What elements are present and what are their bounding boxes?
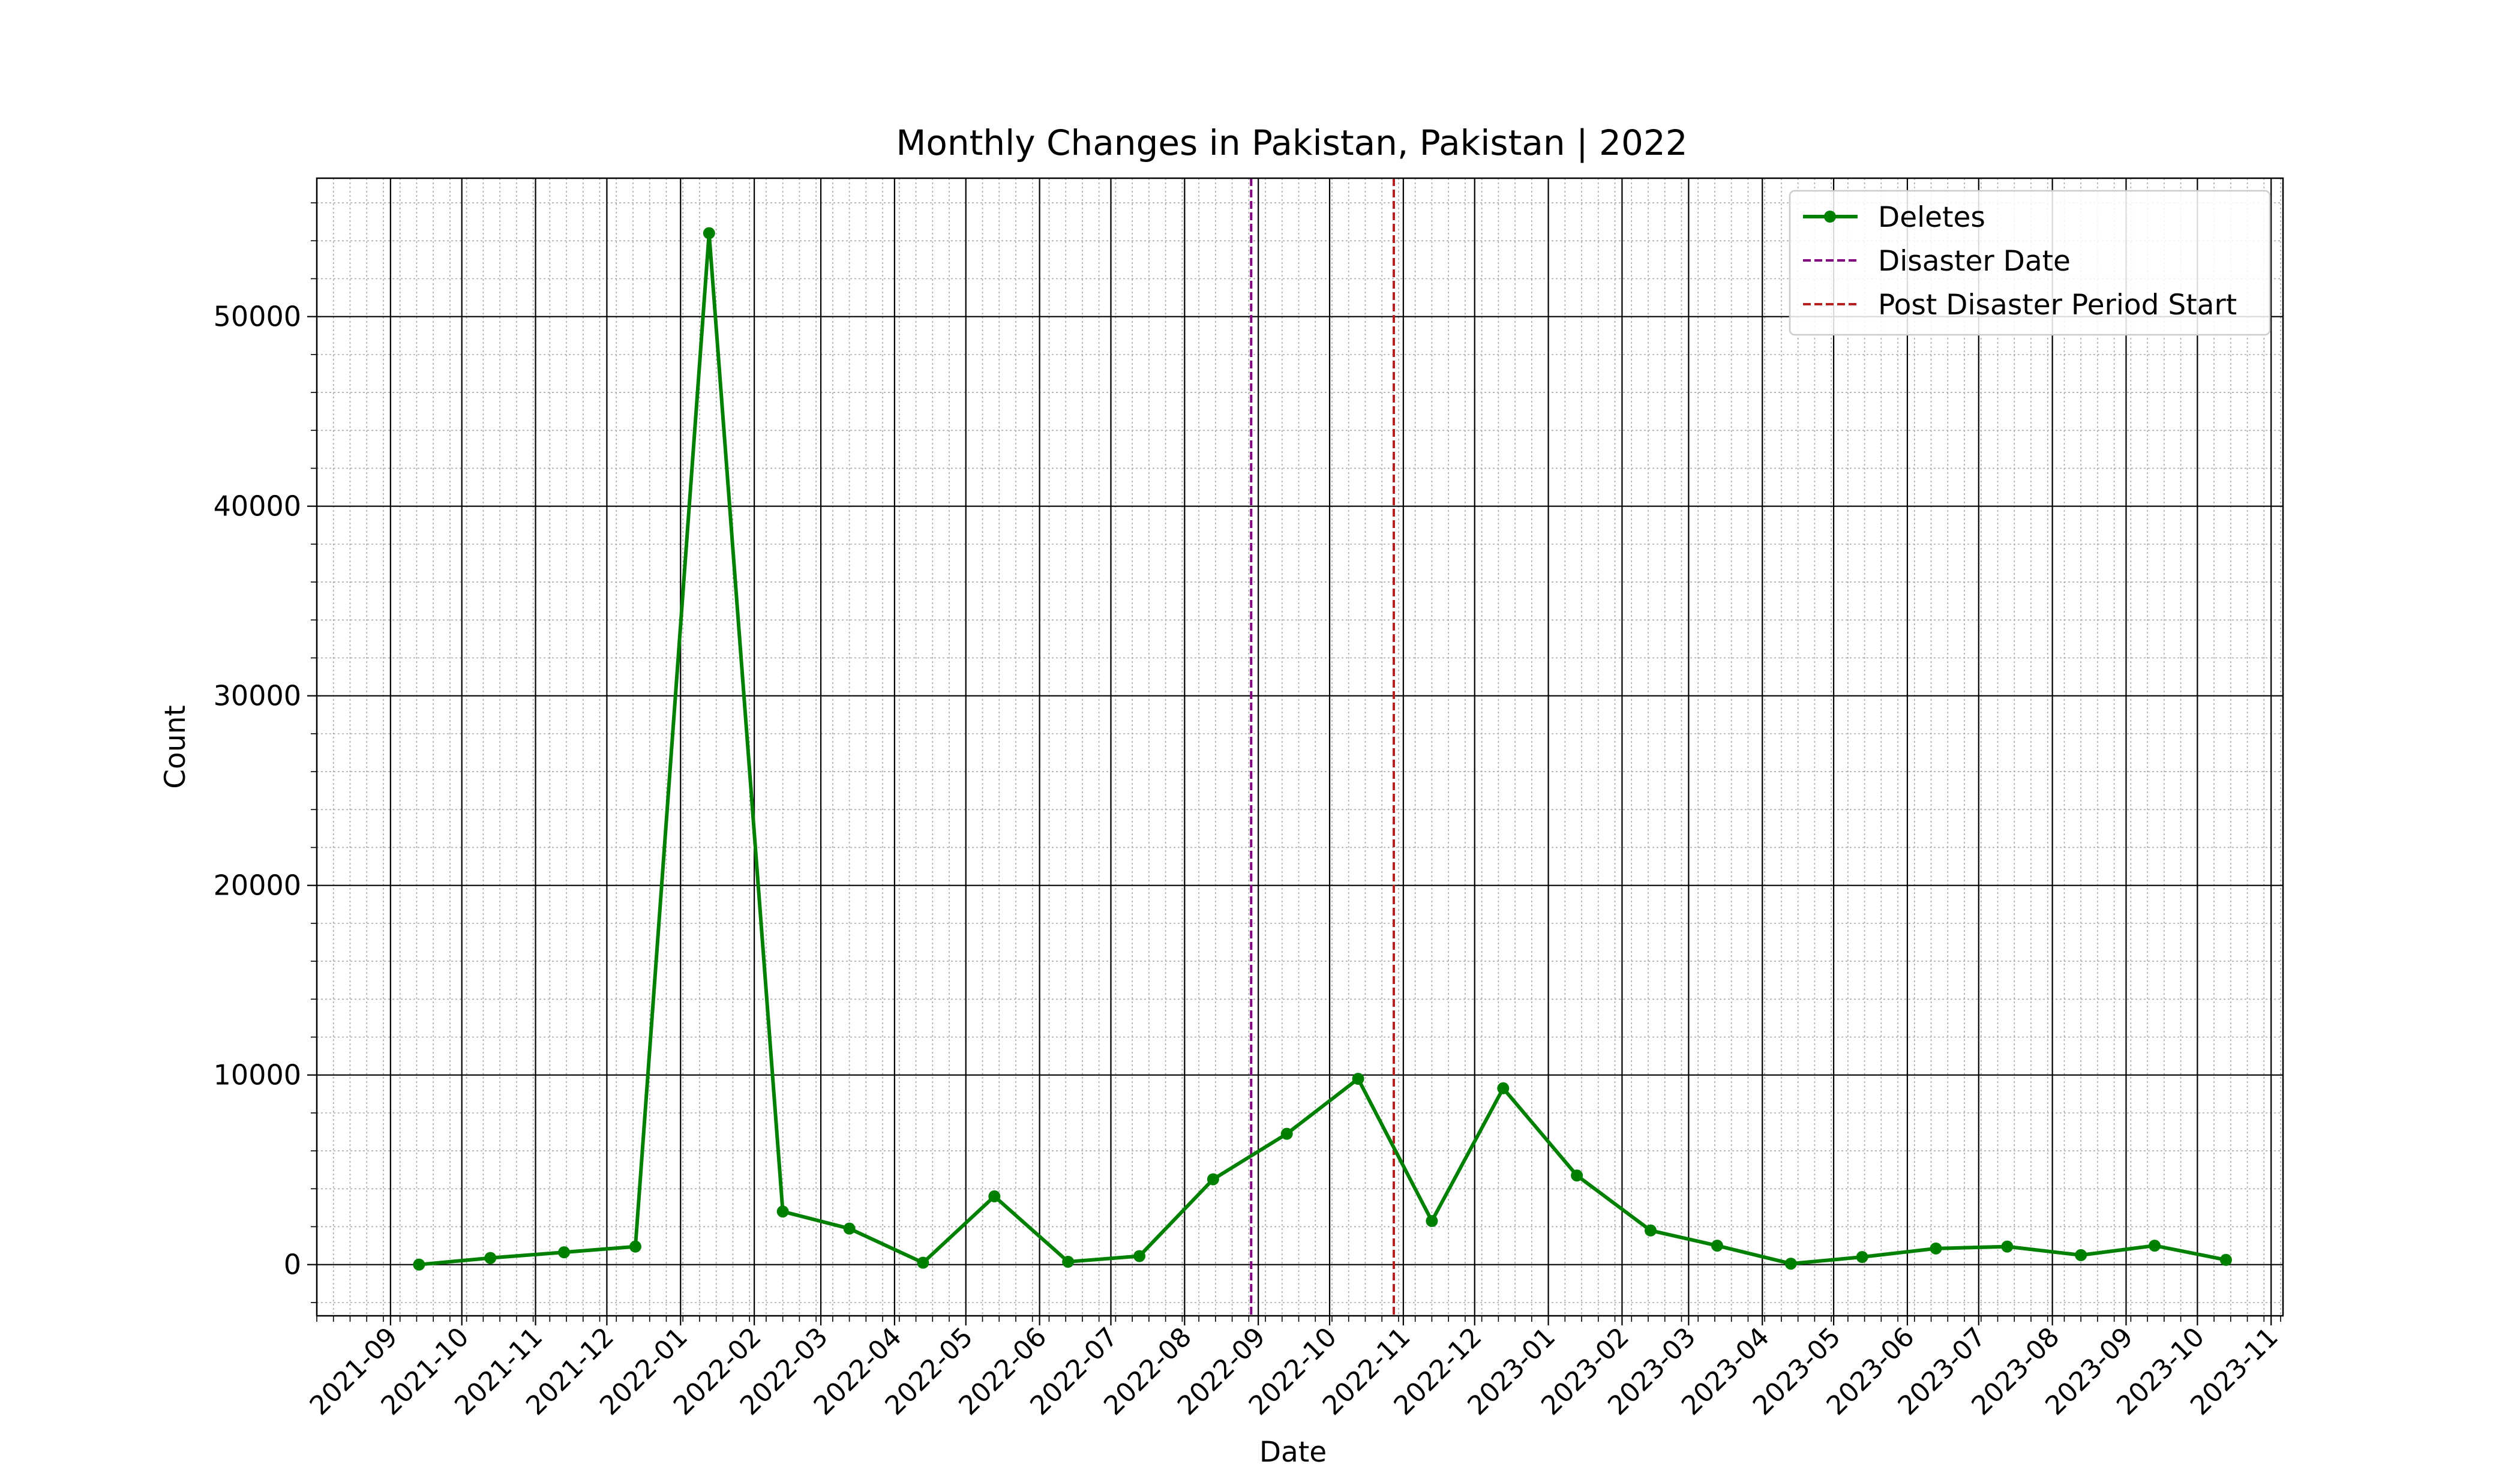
chart-title: Monthly Changes in Pakistan, Pakistan | …: [896, 122, 1687, 163]
data-point: [917, 1256, 929, 1269]
legend-label: Post Disaster Period Start: [1878, 289, 2237, 322]
y-axis-label: Count: [159, 705, 192, 789]
data-point: [1856, 1251, 1868, 1264]
y-tick-label: 10000: [214, 1059, 301, 1091]
data-point: [629, 1240, 641, 1253]
y-tick-label: 20000: [214, 869, 301, 902]
axis-ticks: [307, 202, 2281, 1325]
data-point: [1207, 1173, 1219, 1186]
data-point: [1711, 1240, 1723, 1252]
y-tick-label: 0: [284, 1249, 301, 1281]
legend-label: Disaster Date: [1878, 245, 2071, 278]
data-point: [1352, 1073, 1364, 1085]
data-point: [2219, 1253, 2232, 1266]
data-point: [1784, 1258, 1797, 1270]
data-point: [843, 1222, 856, 1235]
data-point: [1571, 1169, 1583, 1182]
legend: Deletes Disaster Date Post Disaster Period…: [1789, 190, 2271, 336]
data-point: [413, 1258, 425, 1271]
legend-label: Deletes: [1878, 201, 1985, 234]
data-point: [1426, 1215, 1438, 1227]
data-point: [1644, 1224, 1657, 1237]
y-tick-label: 30000: [214, 680, 301, 712]
data-point: [1062, 1255, 1075, 1268]
minor-grid: [316, 178, 2283, 1316]
data-point: [2001, 1240, 2014, 1253]
data-point: [776, 1205, 789, 1218]
data-point: [2075, 1249, 2087, 1261]
data-point: [988, 1190, 1001, 1202]
data-point: [1497, 1082, 1510, 1094]
x-axis-label: Date: [1259, 1436, 1327, 1469]
plot-frame: [316, 177, 2284, 1317]
data-point: [484, 1252, 497, 1264]
data-point: [1280, 1127, 1293, 1140]
data-point: [2149, 1240, 2161, 1252]
legend-marker: [1824, 211, 1836, 223]
series-line-deletes: [419, 231, 2227, 1267]
data-point: [1133, 1250, 1146, 1262]
y-tick-label: 50000: [214, 301, 301, 333]
series-layer: [413, 227, 2232, 1271]
major-grid: [317, 178, 2283, 1316]
data-point: [1930, 1242, 1942, 1255]
y-tick-labels: 0 10000 20000 30000 40000 50000: [214, 301, 301, 1281]
data-point: [558, 1246, 571, 1259]
data-point: [703, 227, 715, 239]
y-tick-label: 40000: [214, 490, 301, 523]
legend-box: [1789, 190, 2271, 336]
reference-lines: [1250, 178, 1396, 1316]
